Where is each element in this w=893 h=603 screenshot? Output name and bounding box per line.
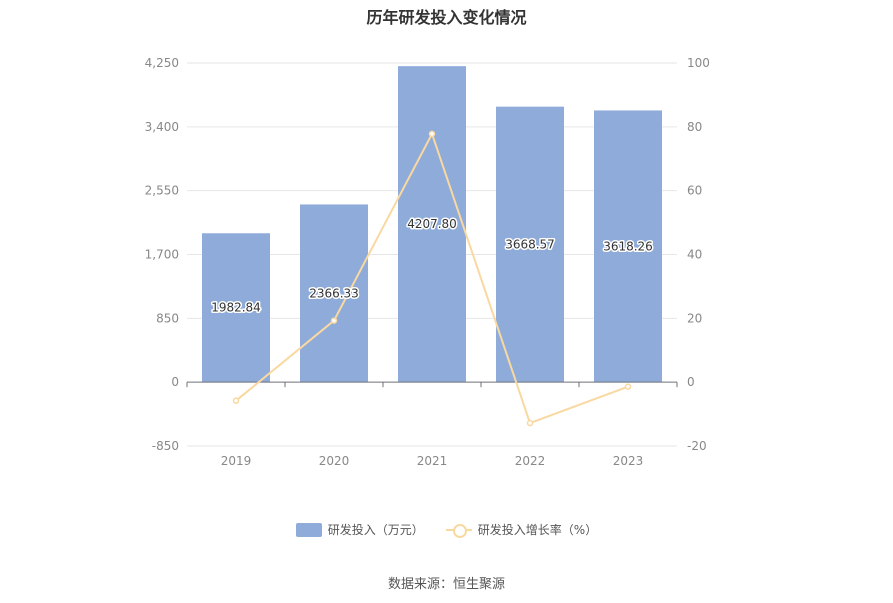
y-left-tick-label: 0 xyxy=(171,375,179,389)
chart-title: 历年研发投入变化情况 xyxy=(366,8,527,27)
x-tick-label: 2021 xyxy=(417,454,448,468)
bar-value-label: 1982.84 xyxy=(211,301,261,315)
y-left-tick-label: 850 xyxy=(156,311,179,325)
growth-rate-point xyxy=(330,317,338,324)
axes: -850 0 850 1,700 2,550 3,400 4,250 -20 0 20 40 60 80… xyxy=(145,56,710,468)
growth-rate-point xyxy=(428,130,436,138)
bar-value-label: 4207.80 xyxy=(407,217,457,231)
bar-series xyxy=(202,66,662,383)
legend-bar-label: 研发投入（万元） xyxy=(327,523,424,537)
growth-rate-point xyxy=(526,419,534,427)
bar-value-label: 3668.57 xyxy=(505,237,555,251)
bar-value-label: 2366.33 xyxy=(309,286,359,300)
x-tick-label: 2020 xyxy=(319,454,350,468)
y-right-tick-label: 0 xyxy=(687,375,695,389)
data-labels: 1982.84 2366.33 4207.80 3668.57 3618.26 xyxy=(210,216,655,317)
line-swatch-icon xyxy=(445,523,472,538)
legend-item-line[interactable]: 研发投入增长率（%） xyxy=(445,521,598,538)
legend-item-bar[interactable]: 研发投入（万元） xyxy=(295,521,424,538)
y-left-tick-label: 1,700 xyxy=(145,248,179,262)
bar xyxy=(496,106,564,383)
x-tick-label: 2019 xyxy=(221,454,252,468)
x-tick-label: 2023 xyxy=(613,454,644,468)
y-right-tick-label: 40 xyxy=(687,248,702,262)
line-series xyxy=(232,130,632,427)
y-left-tick-label: 3,400 xyxy=(145,120,179,134)
bar xyxy=(594,110,662,383)
bar-swatch-icon xyxy=(295,522,322,537)
growth-rate-point xyxy=(232,397,240,404)
bar-value-label: 3618.26 xyxy=(603,239,653,253)
bar xyxy=(202,233,270,383)
x-tick-label: 2022 xyxy=(515,454,546,468)
bar xyxy=(300,204,368,383)
y-right-tick-label: 60 xyxy=(687,184,702,198)
y-right-tick-label: 100 xyxy=(687,56,710,70)
y-left-tick-label: -850 xyxy=(152,439,179,453)
data-source: 数据来源：恒生聚源 xyxy=(387,577,505,592)
legend-line-label: 研发投入增长率（%） xyxy=(477,523,598,537)
y-right-tick-label: 80 xyxy=(687,120,702,134)
growth-rate-point xyxy=(624,383,632,390)
legend: 研发投入（万元） 研发投入增长率（%） xyxy=(0,521,893,538)
bar xyxy=(398,66,466,383)
y-left-tick-label: 2,550 xyxy=(145,184,179,198)
y-right-tick-label: -20 xyxy=(687,439,707,453)
y-left-tick-label: 4,250 xyxy=(145,56,179,70)
y-right-tick-label: 20 xyxy=(687,311,702,325)
